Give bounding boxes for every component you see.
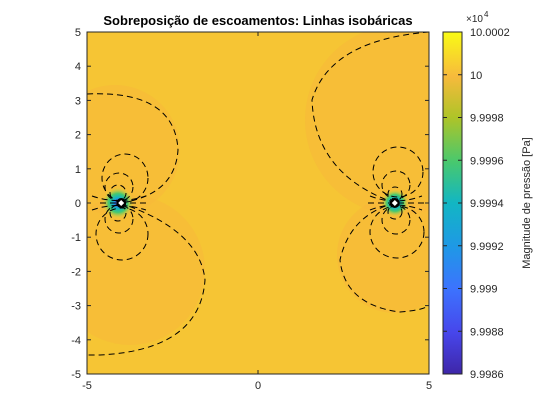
colorbar-tick-label: 10.0002 bbox=[470, 27, 510, 39]
pressure-lobe-left-top bbox=[87, 85, 180, 215]
colorbar-tick-label: 9.9994 bbox=[470, 198, 504, 210]
stagnation-points bbox=[116, 198, 400, 208]
stagnation-marker bbox=[391, 200, 398, 206]
colorbar-label: Magnitude de pressão [Pa] bbox=[521, 137, 533, 268]
colorbar-exponent-base: ×10 bbox=[466, 14, 483, 25]
y-tick-label: -3 bbox=[71, 301, 81, 313]
y-tick-label: -5 bbox=[71, 369, 81, 381]
colorbar-tick-label: 10 bbox=[470, 70, 482, 82]
colorbar-tick-label: 9.9988 bbox=[470, 326, 504, 338]
x-tick-label: 0 bbox=[255, 380, 261, 392]
y-axis: 5 4 3 2 1 0 -1 -2 -3 -4 -5 bbox=[71, 27, 429, 381]
x-axis: -5 0 5 bbox=[82, 32, 432, 392]
y-tick-label: 2 bbox=[75, 130, 81, 142]
y-tick-label: -4 bbox=[71, 335, 81, 347]
pressure-lobe-right-bottom bbox=[337, 197, 429, 313]
y-tick-label: 5 bbox=[75, 27, 81, 39]
pressure-lobe-right-top bbox=[305, 32, 429, 215]
chart-title: Sobreposição de escoamentos: Linhas isob… bbox=[103, 13, 412, 28]
stagnation-marker bbox=[118, 200, 125, 206]
colorbar-exponent-power: 4 bbox=[484, 10, 489, 19]
plot-area bbox=[87, 32, 429, 374]
colorbar-tick-label: 9.9996 bbox=[470, 155, 504, 167]
x-tick-label: -5 bbox=[82, 380, 92, 392]
colorbar-tick-label: 9.9992 bbox=[470, 241, 504, 253]
colorbar-ticks: 10.0002 10 9.9998 9.9996 9.9994 9.9992 9.999 9.… bbox=[443, 27, 510, 381]
colorbar-tick-label: 9.9986 bbox=[470, 369, 504, 381]
colorbar: 10.0002 10 9.9998 9.9996 9.9994 9.9992 9.999 9.… bbox=[442, 10, 533, 381]
y-tick-label: 0 bbox=[75, 198, 81, 210]
y-tick-label: 3 bbox=[75, 95, 81, 107]
y-tick-label: 1 bbox=[75, 164, 81, 176]
colorbar-tick-label: 9.999 bbox=[470, 284, 498, 296]
y-tick-label: -1 bbox=[71, 232, 81, 244]
y-tick-label: 4 bbox=[75, 61, 81, 73]
x-tick-label: 5 bbox=[426, 380, 432, 392]
y-tick-label: -2 bbox=[71, 266, 81, 278]
colorbar-tick-label: 9.9998 bbox=[470, 113, 504, 125]
